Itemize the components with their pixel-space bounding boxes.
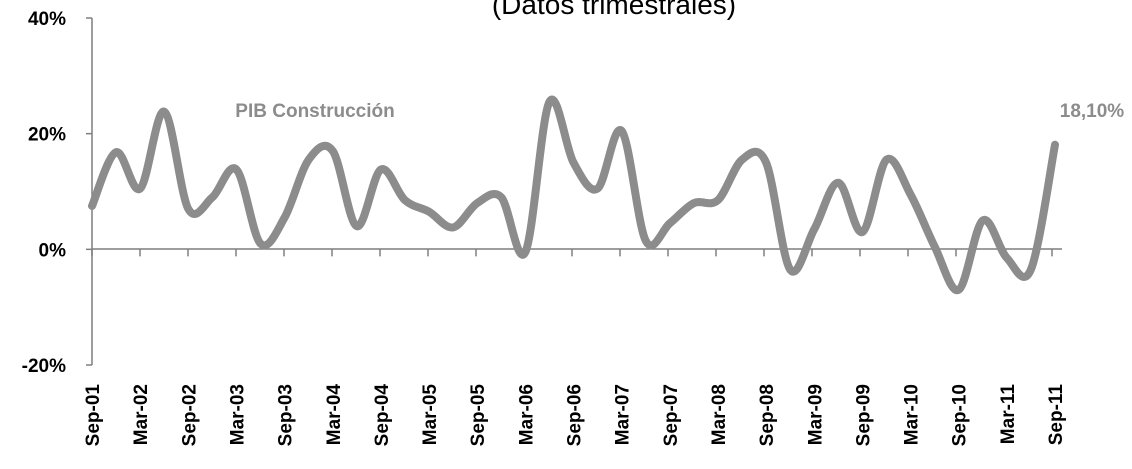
x-tick-label: Mar-04 [324,384,345,446]
x-tick-label: Mar-11 [998,384,1019,445]
chart-title: (Datos trimestrales) [492,0,736,20]
x-tick-label: Sep-11 [1046,384,1067,446]
x-tick-labels: Sep-01 Mar-02 Sep-02 Mar-03 Sep-03 Mar-04 Sep-… [83,384,1067,447]
x-tick-label: Mar-08 [709,384,730,445]
x-tick-label: Sep-07 [661,384,682,446]
y-tick-label: 40% [28,9,66,30]
y-tick-label: 20% [28,125,66,146]
x-tick-label: Sep-03 [276,384,297,446]
y-tick-label: 0% [39,240,67,261]
x-tick-label: Mar-09 [805,384,826,445]
y-tick-label: -20% [22,356,66,377]
series-lines [88,95,1059,294]
x-tick-label: Sep-09 [853,384,874,446]
x-tick-label: Mar-05 [420,384,441,446]
x-tick-label: Mar-07 [613,384,634,445]
data-label-last: 18,10% [1060,101,1125,122]
x-tick-label: Sep-06 [565,384,586,446]
x-tick-label: Mar-06 [516,384,537,445]
x-tick-label: Sep-01 [83,384,104,447]
x-tick-label: Sep-02 [179,384,200,446]
series-label: PIB Construcción [235,101,394,122]
series-line-pib-construccion [88,95,1059,294]
x-tick-label: Sep-05 [468,384,489,447]
x-tick-label: Sep-04 [372,384,393,447]
x-tick-label: Sep-10 [950,384,971,446]
x-tick-label: Sep-08 [757,384,778,446]
y-tick-labels: 40% 20% 0% -20% [22,9,66,377]
x-tick-label: Mar-10 [902,384,923,445]
x-tick-label: Mar-02 [131,384,152,445]
x-tick-label: Mar-03 [227,384,248,445]
